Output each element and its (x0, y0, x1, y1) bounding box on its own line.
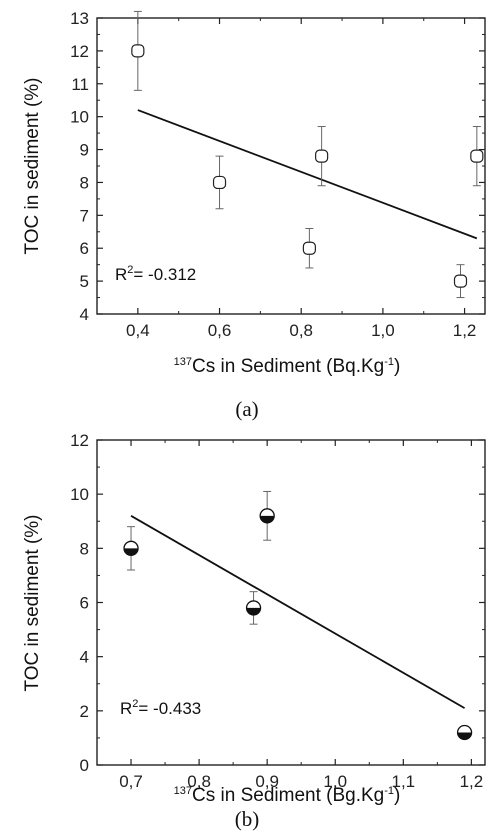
y-axis-label-a: TOC in sediment (%) (22, 77, 43, 254)
y-tick-label: 4 (80, 305, 89, 324)
panel-caption-b: (b) (235, 807, 260, 831)
y-tick-label: 12 (70, 42, 89, 61)
x-tick-label: 1,1 (391, 772, 415, 791)
x-tick-label: 0,7 (119, 772, 143, 791)
y-tick-label: 2 (80, 702, 89, 721)
y-tick-label: 7 (80, 206, 89, 225)
x-tick-label: 0,9 (255, 772, 279, 791)
data-point (302, 241, 316, 255)
regression-line (130, 515, 466, 709)
y-tick-label: 8 (80, 173, 89, 192)
y-tick-label: 13 (70, 9, 89, 28)
x-axis-label-b: 137Cs in Sediment (Bg.Kg-1) (174, 785, 401, 806)
x-tick-label: 0,4 (126, 321, 150, 340)
x-tick-label: 1,0 (323, 772, 347, 791)
panel-b: 0,7 0,8 0,9 1,0 1,1 1,2 0 2 4 6 8 10 12 TOC in sedim… (22, 431, 486, 831)
data-point-fill (246, 607, 261, 615)
y-tick-label: 5 (80, 272, 89, 291)
regression-line (137, 109, 478, 240)
y-tick-label: 11 (71, 75, 89, 94)
y-axis-label-b: TOC in sediment (%) (22, 514, 43, 691)
x-tick-label: 1,2 (453, 321, 477, 340)
data-point-fill (260, 515, 275, 523)
data-point (453, 274, 468, 288)
data-point-fill (124, 548, 139, 556)
data-point (315, 149, 329, 163)
y-tick-label: 9 (80, 141, 89, 160)
y-tick-label: 0 (80, 756, 89, 775)
x-tick-label: 1,0 (371, 321, 395, 340)
y-tick-label: 10 (70, 485, 89, 504)
panel-a: 0,4 0,6 0,8 1,0 1,2 4 5 6 7 8 9 10 11 12 13 TOC in sed… (22, 9, 486, 421)
x-tick-label: 1,2 (460, 772, 484, 791)
x-tick-label: 0,6 (208, 321, 232, 340)
data-point-fill (457, 732, 472, 740)
x-tick-label: 0,8 (289, 321, 313, 340)
r2-annotation-b: R2= -0.433 (120, 698, 201, 718)
panel-caption-a: (a) (235, 397, 258, 421)
y-tick-label: 10 (70, 108, 89, 127)
r2-annotation-a: R2= -0.312 (115, 264, 196, 284)
x-tick-label: 0,8 (187, 772, 211, 791)
y-tick-label: 4 (80, 648, 89, 667)
y-tick-label: 8 (80, 539, 89, 558)
y-tick-label: 6 (80, 594, 89, 613)
data-point (212, 175, 227, 190)
x-axis-label-a: 137Cs in Sediment (Bq.Kg-1) (174, 356, 401, 377)
data-point (131, 44, 145, 58)
y-tick-label: 6 (80, 239, 89, 258)
y-tick-label: 12 (70, 431, 89, 450)
data-point (470, 149, 484, 163)
